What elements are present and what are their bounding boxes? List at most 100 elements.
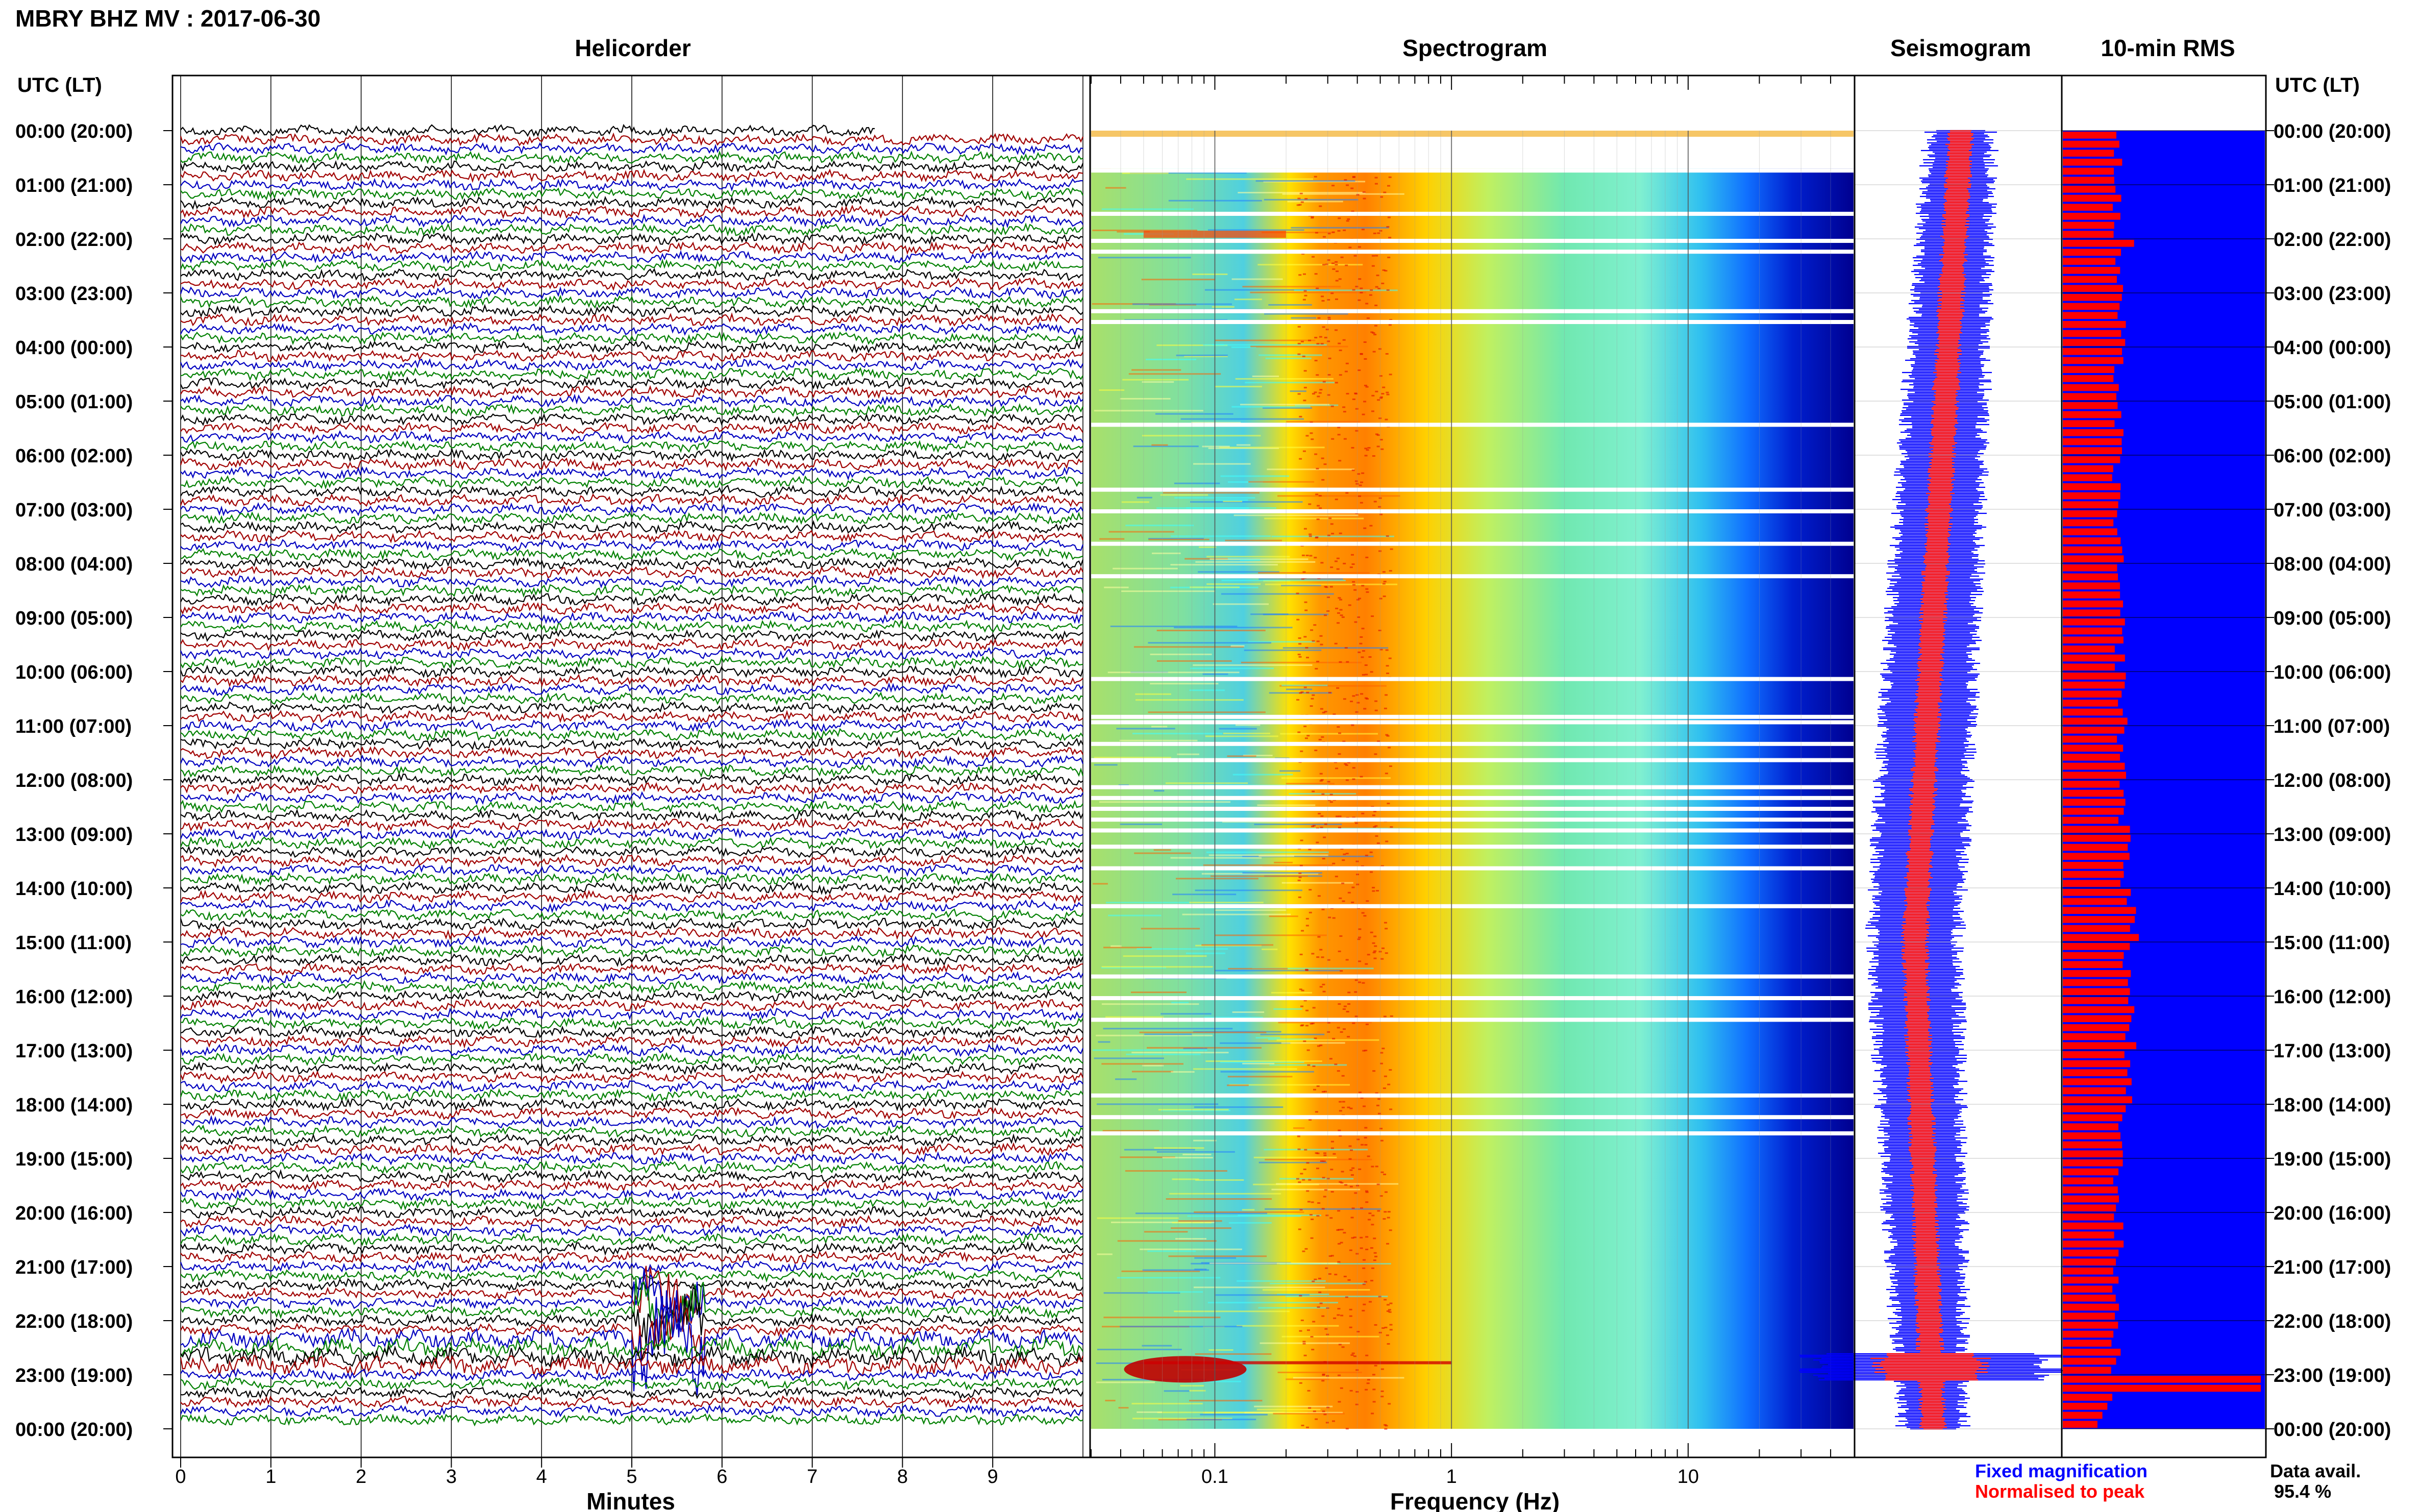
spectrogram-speck [1336, 687, 1340, 689]
spectrogram-streak [1133, 646, 1244, 648]
spectrogram-speck [1349, 566, 1353, 568]
rms-bar [2063, 1295, 2116, 1302]
time-label-right: 15:00 (11:00) [2274, 932, 2390, 954]
spectrogram-speck [1297, 326, 1301, 328]
spectrogram-streak [1099, 538, 1125, 540]
spectrogram-speck [1378, 348, 1381, 350]
spectrogram-speck [1330, 523, 1334, 525]
helicorder-trace [180, 628, 1083, 642]
spectrogram-speck [1361, 1144, 1364, 1146]
spectrogram-speck [1334, 761, 1337, 763]
spectrogram-streak [1178, 1220, 1222, 1222]
spectrogram-streak [1161, 1013, 1212, 1015]
rms-bar [2063, 221, 2114, 229]
spectrogram-speck [1355, 286, 1359, 288]
helicorder-trace [180, 682, 1083, 697]
helicorder-trace [180, 1368, 1083, 1382]
rms-bar [2063, 1204, 2116, 1211]
helicorder-trace [180, 691, 1083, 706]
spectrogram-speck [1337, 434, 1341, 436]
spectrogram-speck [1386, 673, 1390, 675]
spectrogram-speck [1342, 406, 1346, 408]
spectrogram-streak [1184, 355, 1228, 357]
spectrogram-speck [1317, 936, 1321, 938]
spectrogram-speck [1321, 1090, 1325, 1093]
rms-bar [2063, 727, 2125, 734]
spectrogram-streak [1192, 274, 1228, 276]
spectrogram-streak [1201, 944, 1274, 946]
helicorder-trace [180, 1070, 1084, 1084]
spectrogram-streak [1231, 346, 1256, 348]
spectrogram-speck [1354, 1192, 1357, 1194]
spectrogram-speck [1311, 1218, 1314, 1220]
time-label-left: 09:00 (05:00) [15, 608, 133, 629]
helicorder-trace [180, 349, 1083, 363]
spectrogram-speck [1334, 560, 1338, 562]
helicorder-trace [180, 746, 1083, 760]
spectrogram-speck [1356, 194, 1360, 196]
spectrogram-speck [1379, 649, 1383, 651]
spectrogram-streak [1221, 593, 1334, 595]
spectrogram-speck [1299, 1295, 1302, 1297]
spectrogram-speck [1330, 907, 1334, 909]
helicorder-trace [180, 267, 1083, 282]
rms-bar [2063, 1330, 2114, 1338]
spectrogram-speck [1317, 1045, 1320, 1047]
helicorder-trace [180, 718, 1083, 732]
spectrogram-streak [1136, 1212, 1267, 1214]
spectrogram-speck [1342, 740, 1346, 742]
spectrogram-speck [1306, 1329, 1310, 1331]
spectrogram-speck [1378, 550, 1382, 552]
rms-bar [2063, 844, 2128, 851]
spectrogram-speck [1319, 635, 1323, 637]
spectrogram-speck [1338, 1003, 1341, 1005]
spectrogram-speck [1341, 1346, 1345, 1348]
spectrogram-speck [1342, 900, 1345, 902]
spectrogram-speck [1316, 1152, 1320, 1154]
time-label-left: 05:00 (01:00) [15, 391, 133, 413]
spectrogram-speck [1355, 1403, 1359, 1405]
spectrogram-speck [1316, 841, 1319, 844]
spectrogram-streak [1137, 1411, 1163, 1413]
spectrogram-streak [1142, 1064, 1164, 1067]
spectrogram-gap [1091, 807, 1854, 811]
spectrogram-speck [1298, 876, 1302, 878]
spectrogram-streak [1156, 344, 1228, 346]
helicorder-trace [180, 845, 1083, 859]
spectrogram-speck [1312, 694, 1315, 696]
spectrogram-speck [1371, 1214, 1375, 1217]
spectrogram-speck [1314, 337, 1318, 339]
spectrogram-speck [1360, 287, 1363, 289]
spectrogram-streak [1203, 864, 1333, 866]
helicorder-trace [180, 214, 1083, 229]
spectrogram-streak [1257, 264, 1363, 266]
spectrogram-speck [1380, 1052, 1384, 1054]
spectrogram-speck [1351, 1352, 1355, 1354]
spectrogram-speck [1323, 1152, 1327, 1154]
helicorder-trace [180, 1269, 1083, 1283]
spectrogram-speck [1307, 1064, 1311, 1066]
spectrogram-streak [1172, 894, 1237, 896]
spectrogram-speck [1308, 1179, 1312, 1181]
spectrogram-speck [1388, 1309, 1391, 1311]
spectrogram-streak [1125, 1170, 1227, 1172]
spectrogram-streak [1265, 583, 1398, 585]
spectrogram-speck [1300, 1173, 1303, 1175]
spectrogram-streak [1208, 854, 1328, 856]
spectrogram-streak [1117, 1277, 1221, 1279]
spectrogram-streak [1186, 1419, 1256, 1421]
spectrogram-streak [1243, 755, 1273, 757]
rms-bar [2063, 898, 2127, 905]
spectrogram-streak [1277, 1371, 1362, 1373]
spectrogram-streak [1131, 1052, 1229, 1054]
spectrogram-speck [1372, 1070, 1376, 1072]
spectrogram-speck [1300, 750, 1303, 752]
spectrogram-speck [1330, 1141, 1334, 1143]
spectrogram-gap [1091, 250, 1854, 254]
spectrogram-speck [1317, 577, 1321, 579]
spectrogram-speck [1335, 280, 1339, 282]
spectrogram-gap [1091, 866, 1854, 871]
spectrogram-speck [1318, 495, 1322, 497]
spectrogram-speck [1321, 908, 1325, 910]
spectrogram-gap [1091, 677, 1854, 681]
